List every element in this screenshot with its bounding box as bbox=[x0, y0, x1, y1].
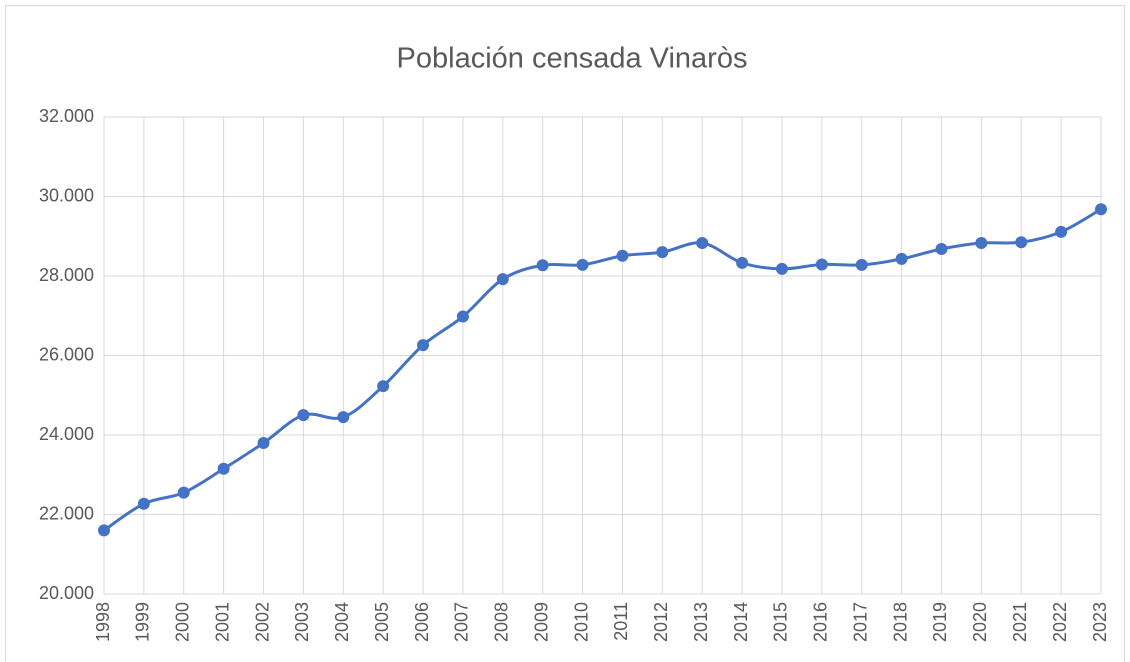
marker bbox=[417, 339, 430, 352]
chart-border bbox=[5, 5, 1125, 662]
marker bbox=[736, 256, 749, 269]
marker bbox=[855, 258, 868, 271]
marker bbox=[656, 246, 669, 259]
x-tick-label: 2016 bbox=[811, 602, 831, 642]
marker bbox=[775, 262, 788, 275]
y-tick-label: 28.000 bbox=[39, 265, 94, 285]
marker bbox=[257, 436, 270, 449]
x-tick-label: 2001 bbox=[212, 602, 232, 642]
chart-title: Población censada Vinaròs bbox=[397, 43, 748, 75]
x-tick-label: 2000 bbox=[173, 602, 193, 642]
x-tick-label: 2008 bbox=[492, 602, 512, 642]
x-tick-label: 2002 bbox=[252, 602, 272, 642]
x-tick-label: 2022 bbox=[1050, 602, 1070, 642]
x-tick-label: 2018 bbox=[890, 602, 910, 642]
x-tick-label: 2017 bbox=[850, 602, 870, 642]
x-tick-label: 2009 bbox=[531, 602, 551, 642]
x-tick-label: 2015 bbox=[771, 602, 791, 642]
x-tick-label: 2003 bbox=[292, 602, 312, 642]
x-tick-label: 2012 bbox=[651, 602, 671, 642]
marker bbox=[137, 497, 150, 510]
marker bbox=[1015, 236, 1028, 249]
marker bbox=[217, 462, 230, 475]
x-tick-label: 2011 bbox=[611, 602, 631, 641]
x-tick-label: 1998 bbox=[93, 602, 113, 642]
y-tick-label: 22.000 bbox=[39, 503, 94, 523]
x-tick-label: 2005 bbox=[372, 602, 392, 642]
marker bbox=[536, 259, 549, 272]
x-tick-label: 2004 bbox=[332, 602, 352, 642]
x-tick-label: 2014 bbox=[731, 602, 751, 642]
y-tick-label: 24.000 bbox=[39, 424, 94, 444]
y-tick-label: 20.000 bbox=[39, 583, 94, 603]
marker bbox=[98, 524, 110, 537]
marker bbox=[576, 258, 589, 271]
marker bbox=[1055, 225, 1068, 238]
marker bbox=[895, 252, 908, 265]
x-tick-label: 2013 bbox=[691, 602, 711, 642]
marker bbox=[696, 237, 709, 250]
marker bbox=[616, 249, 629, 262]
y-tick-label: 26.000 bbox=[39, 344, 94, 364]
marker bbox=[337, 411, 350, 424]
y-tick-label: 30.000 bbox=[39, 185, 94, 205]
marker bbox=[496, 273, 509, 286]
marker bbox=[975, 237, 988, 250]
marker bbox=[1095, 203, 1107, 216]
marker bbox=[377, 380, 390, 393]
x-tick-label: 1999 bbox=[133, 602, 153, 642]
marker bbox=[935, 242, 948, 255]
y-tick-label: 32.000 bbox=[39, 106, 94, 126]
x-tick-label: 2010 bbox=[571, 602, 591, 642]
marker bbox=[297, 409, 310, 422]
x-tick-label: 2023 bbox=[1090, 602, 1110, 642]
x-tick-label: 2021 bbox=[1010, 602, 1030, 642]
marker bbox=[177, 486, 190, 499]
x-tick-label: 2020 bbox=[970, 602, 990, 642]
marker bbox=[456, 310, 469, 323]
x-tick-label: 2007 bbox=[452, 602, 472, 642]
x-tick-label: 2006 bbox=[412, 602, 432, 642]
marker bbox=[815, 258, 828, 271]
x-tick-label: 2019 bbox=[930, 602, 950, 642]
